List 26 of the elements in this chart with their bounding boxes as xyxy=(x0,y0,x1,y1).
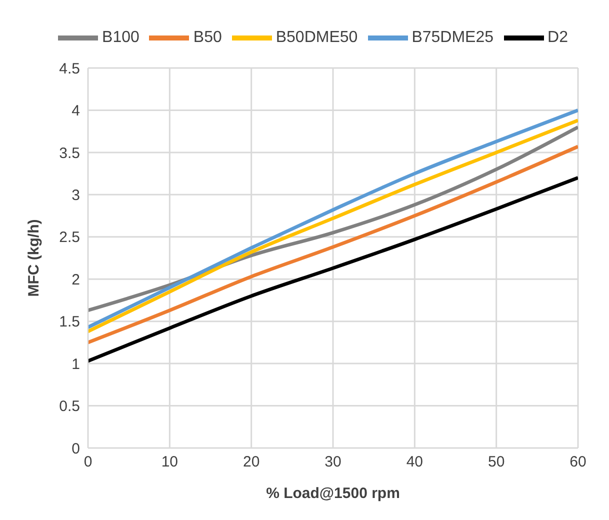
legend-label: D2 xyxy=(548,29,568,46)
line-series xyxy=(88,144,578,344)
x-tick-label: 0 xyxy=(84,454,92,471)
x-tick-label: 60 xyxy=(570,454,586,471)
legend-label: B100 xyxy=(102,29,140,46)
legend-label: B75DME25 xyxy=(412,29,494,46)
y-tick-label: 0 xyxy=(72,440,80,458)
legend-label: B50 xyxy=(193,29,222,46)
y-tick-label: 4 xyxy=(72,102,80,120)
y-tick-label: 2 xyxy=(72,271,80,288)
legend-label: B50DME50 xyxy=(276,29,358,46)
x-tick-label: 40 xyxy=(406,454,424,471)
y-tick-label: 1.5 xyxy=(59,314,80,331)
x-tick-label: 10 xyxy=(161,454,178,471)
x-tick-label: 50 xyxy=(488,454,505,471)
x-axis-title: % Load@1500 rpm xyxy=(266,485,400,502)
y-tick-label: 2.5 xyxy=(59,229,80,246)
line-series xyxy=(88,176,578,363)
y-axis-title: MFC (kg/h) xyxy=(25,219,42,297)
y-tick-label: 4.5 xyxy=(59,60,80,78)
y-tick-label: 3 xyxy=(72,186,80,204)
y-tick-label: 1 xyxy=(72,356,80,373)
y-tick-label: 0.5 xyxy=(59,398,80,416)
x-tick-label: 30 xyxy=(324,454,342,471)
x-tick-label: 20 xyxy=(242,454,260,471)
y-tick-label: 3.5 xyxy=(59,144,80,162)
